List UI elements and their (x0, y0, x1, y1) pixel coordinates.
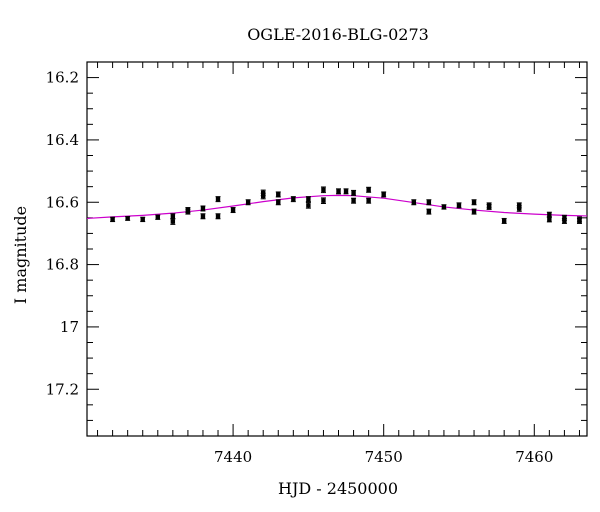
data-point (276, 192, 281, 197)
y-tick-label: 16.2 (46, 69, 79, 87)
data-point (456, 203, 462, 208)
data-point (140, 217, 145, 222)
y-axis-label: I magnitude (11, 206, 30, 304)
data-point (562, 218, 567, 224)
data-point (547, 217, 552, 222)
data-point (200, 214, 206, 219)
data-point (110, 217, 115, 222)
y-tick-label: 16.6 (46, 193, 79, 211)
data-point (351, 198, 356, 203)
data-point (411, 200, 417, 205)
model-curve (86, 194, 588, 220)
data-point (155, 215, 160, 220)
data-point (562, 215, 567, 221)
data-point (306, 203, 311, 208)
y-tick-label: 17 (60, 318, 79, 336)
data-point (215, 214, 221, 219)
data-point (486, 203, 492, 208)
data-point (381, 192, 386, 197)
data-point (366, 198, 371, 203)
data-point (441, 204, 447, 210)
data-point (200, 206, 206, 211)
chart-title: OGLE-2016-BLG-0273 (247, 25, 429, 44)
plot-area: 7440 7450 7460 16.2 16.4 16.6 16.8 17 17.2 (46, 61, 588, 466)
data-point (321, 187, 326, 192)
y-tick-label: 16.8 (46, 256, 79, 274)
data-point (261, 193, 266, 199)
data-point (577, 218, 582, 224)
data-point (170, 219, 176, 224)
plot-frame (86, 61, 588, 437)
data-point (185, 207, 191, 213)
y-tick-label: 17.2 (46, 380, 79, 398)
data-point (230, 207, 236, 213)
data-point (471, 209, 477, 214)
data-point (547, 212, 552, 217)
data-point (351, 190, 356, 196)
data-point (426, 200, 432, 205)
data-point (426, 209, 432, 214)
x-tick-label: 7450 (365, 448, 403, 466)
data-point (245, 200, 251, 205)
data-point (336, 189, 341, 194)
data-point (343, 189, 349, 194)
y-tick-label: 16.4 (46, 131, 79, 149)
data-point (215, 196, 221, 202)
data-point (471, 200, 477, 205)
x-tick-label: 7440 (214, 448, 252, 466)
x-axis-label: HJD - 2450000 (278, 479, 398, 498)
data-point (125, 216, 130, 221)
data-point (366, 187, 371, 192)
data-point (501, 218, 507, 224)
x-tick-label: 7460 (515, 448, 553, 466)
data-point (276, 200, 281, 205)
data-point (517, 206, 522, 211)
data-point (306, 196, 311, 202)
data-point (321, 198, 326, 203)
data-point (517, 203, 522, 208)
data-point (170, 214, 176, 219)
data-point (291, 196, 296, 202)
